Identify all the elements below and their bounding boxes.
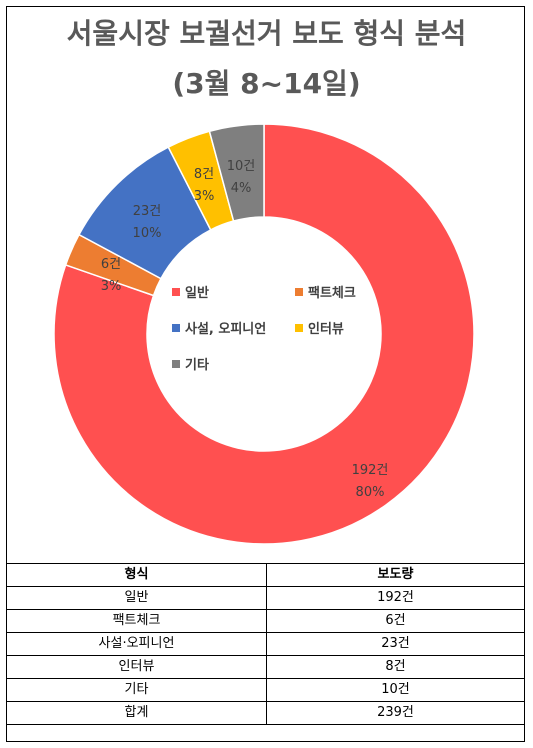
- legend-swatch-general: [172, 288, 180, 296]
- data-label-opinion: 23건 10%: [133, 204, 162, 241]
- data-label-other: 10건 4%: [227, 159, 256, 196]
- table-cell-count: 192건: [266, 586, 525, 610]
- table-cell-count: 8건: [266, 655, 525, 679]
- data-label-factcheck: 6건 3%: [101, 257, 122, 294]
- chart-title: 서울시장 보궐선거 보도 형식 분석: [66, 17, 467, 50]
- table-cell-format: 기타: [6, 678, 267, 702]
- data-label-interview: 8건 3%: [194, 167, 215, 204]
- legend-swatch-opinion: [172, 324, 180, 332]
- chart-frame: [6, 6, 525, 742]
- table-cell-format: 일반: [6, 586, 267, 610]
- slice-other: [208, 123, 265, 222]
- table-cell-format: 인터뷰: [6, 655, 267, 679]
- table-row: 팩트체크 6건: [6, 609, 525, 633]
- legend-swatch-interview: [295, 324, 303, 332]
- legend-label-opinion: 사설, 오피니언: [185, 321, 266, 337]
- table-cell-format: 사설·오피니언: [6, 632, 267, 656]
- table-row: 일반 192건: [6, 586, 525, 610]
- legend-swatch-other: [172, 360, 180, 368]
- table-row: 사설·오피니언 23건: [6, 632, 525, 656]
- legend-label-general: 일반: [185, 285, 209, 301]
- table-cell-count: 239건: [266, 701, 525, 725]
- table-cell-format: 합계: [6, 701, 267, 725]
- table-header-count: 보도량: [266, 563, 525, 587]
- legend-swatch-factcheck: [295, 288, 303, 296]
- table-cell-format: 팩트체크: [6, 609, 267, 633]
- table-cell-count: 10건: [266, 678, 525, 702]
- table-row: 인터뷰 8건: [6, 655, 525, 679]
- data-label-general: 192건 80%: [352, 463, 389, 500]
- table-cell-count: 23건: [266, 632, 525, 656]
- data-table: 형식 보도량 일반 192건 팩트체크 6건 사설·오피니언 23건 인터뷰 8…: [6, 563, 525, 725]
- table-header-format: 형식: [6, 563, 267, 587]
- table-header-row: 형식 보도량: [6, 563, 525, 587]
- table-row-total: 합계 239건: [6, 701, 525, 725]
- legend-label-other: 기타: [185, 357, 209, 373]
- legend-label-factcheck: 팩트체크: [308, 285, 356, 301]
- chart-subtitle: (3월 8~14일): [172, 67, 361, 100]
- slice-general: [53, 123, 475, 545]
- table-cell-count: 6건: [266, 609, 525, 633]
- legend-label-interview: 인터뷰: [308, 321, 344, 337]
- table-row: 기타 10건: [6, 678, 525, 702]
